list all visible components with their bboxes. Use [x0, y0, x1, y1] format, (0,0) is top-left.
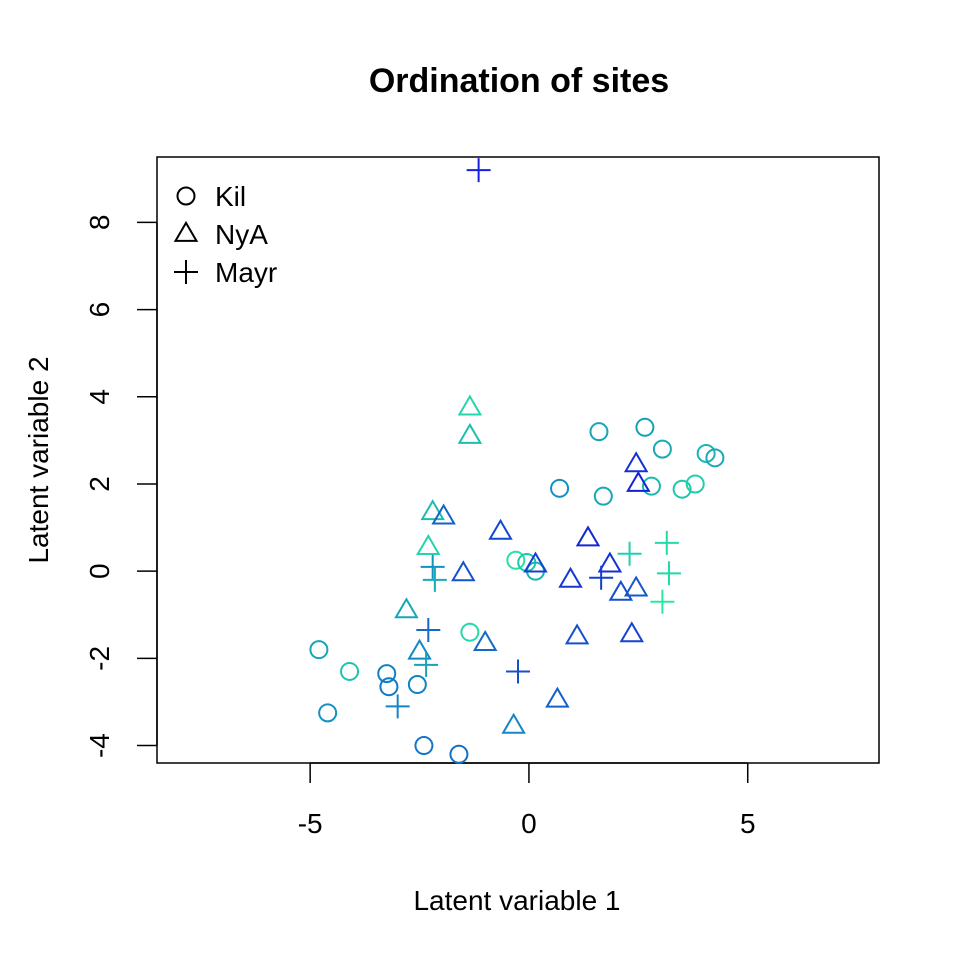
- y-tick-label: 6: [84, 302, 115, 318]
- y-axis-label: Latent variable 2: [23, 356, 54, 563]
- y-tick-label: 2: [84, 476, 115, 492]
- triangle-point: [457, 422, 483, 444]
- triangle-point: [626, 470, 651, 492]
- circle-point: [309, 640, 329, 660]
- circle-point: [652, 439, 672, 459]
- triangle-point: [420, 499, 445, 521]
- plus-point: [414, 652, 439, 677]
- plus-point: [385, 694, 410, 719]
- triangle-point: [608, 579, 634, 601]
- plus-point: [466, 158, 491, 183]
- y-axis: -4 -2 0 2 4 6 8: [84, 215, 158, 758]
- triangle-point: [472, 629, 498, 651]
- plus-point: [416, 618, 441, 643]
- legend-item-kil: Kil: [176, 181, 246, 212]
- plus-point: [420, 554, 445, 579]
- y-tick-label: 0: [84, 563, 115, 579]
- circle-point: [589, 422, 609, 442]
- circle-point: [318, 703, 338, 723]
- triangle-point: [597, 551, 623, 573]
- circle-point: [449, 744, 469, 764]
- x-tick-label: -5: [298, 808, 323, 839]
- data-points: [309, 158, 725, 764]
- triangle-point: [501, 712, 526, 734]
- circle-point: [460, 622, 480, 642]
- triangle-point: [623, 451, 649, 473]
- circle-point: [593, 486, 613, 506]
- circle-point: [672, 479, 692, 499]
- x-tick-label: 0: [521, 808, 537, 839]
- triangle-point: [451, 560, 476, 582]
- y-tick-label: 8: [84, 215, 115, 231]
- legend-label: NyA: [215, 219, 268, 250]
- plus-point: [654, 530, 679, 555]
- triangle-icon: [173, 220, 199, 242]
- plus-point: [422, 567, 447, 592]
- plus-icon: [174, 260, 198, 284]
- circle-point: [705, 448, 725, 468]
- x-axis-label: Latent variable 1: [413, 885, 620, 916]
- triangle-point: [575, 525, 601, 547]
- triangle-point: [558, 566, 583, 588]
- circle-point: [340, 661, 360, 681]
- series-mayr: [385, 158, 681, 719]
- x-tick-label: 5: [740, 808, 756, 839]
- triangle-point: [407, 638, 432, 660]
- circle-point: [550, 478, 570, 498]
- legend: Kil NyA Mayr: [173, 181, 277, 288]
- circle-point: [379, 677, 399, 697]
- triangle-point: [431, 503, 456, 525]
- plus-point: [656, 561, 681, 586]
- legend-item-nya: NyA: [173, 219, 268, 250]
- legend-label: Mayr: [215, 257, 277, 288]
- legend-item-mayr: Mayr: [174, 257, 277, 288]
- series-nya: [394, 394, 651, 734]
- circle-point: [414, 736, 434, 756]
- plus-point: [650, 589, 675, 614]
- circle-point: [696, 443, 716, 463]
- circle-point: [506, 550, 526, 570]
- triangle-point: [619, 621, 645, 643]
- triangle-point: [564, 623, 590, 645]
- y-tick-label: 4: [84, 389, 115, 405]
- triangle-point: [523, 551, 548, 573]
- circle-point: [635, 417, 655, 437]
- circle-point: [407, 675, 427, 695]
- circle-point: [641, 476, 661, 496]
- x-axis: -5 0 5: [298, 762, 756, 839]
- circle-icon: [176, 186, 196, 206]
- series-kil: [309, 417, 725, 764]
- y-tick-label: -2: [84, 646, 115, 671]
- plus-point: [617, 541, 642, 566]
- triangle-point: [623, 575, 649, 597]
- triangle-point: [545, 686, 570, 708]
- circle-point: [377, 664, 397, 684]
- y-tick-label: -4: [84, 733, 115, 758]
- triangle-point: [416, 534, 441, 556]
- triangle-point: [394, 597, 419, 619]
- circle-point: [685, 474, 705, 494]
- triangle-point: [488, 518, 513, 540]
- chart-title: Ordination of sites: [369, 62, 669, 100]
- plus-point: [506, 659, 530, 684]
- legend-label: Kil: [215, 181, 246, 212]
- plus-point: [589, 565, 614, 590]
- triangle-point: [457, 394, 483, 416]
